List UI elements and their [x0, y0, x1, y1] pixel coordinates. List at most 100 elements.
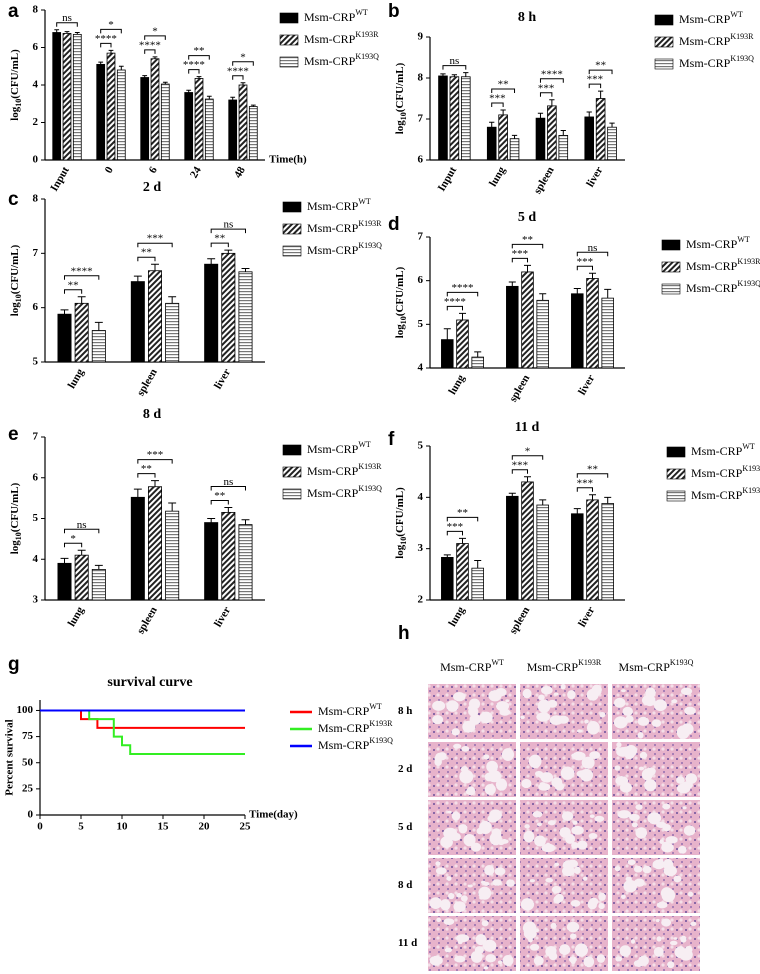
- x-tick-label: 24: [188, 164, 204, 180]
- significance-label: ****: [95, 33, 117, 45]
- alveolus: [537, 699, 551, 713]
- y-tick-label: 3: [33, 594, 39, 606]
- legend-label-sup: K193Q: [358, 241, 382, 250]
- significance-bracket: [210, 485, 246, 491]
- legend-swatch: [279, 34, 299, 46]
- significance-bracket: [446, 516, 479, 522]
- y-label-part: log: [394, 544, 406, 559]
- legend-label-main: Msm-CRP: [691, 466, 743, 480]
- bar: [460, 76, 471, 161]
- x-tick-label: liver: [212, 367, 233, 392]
- legend-label: Msm-CRPWT: [686, 235, 750, 250]
- significance-label: ***: [538, 82, 555, 94]
- legend-label-sup: WT: [742, 442, 755, 451]
- alveolus: [467, 884, 473, 888]
- significance-label: **: [68, 279, 79, 291]
- alveolus: [655, 918, 660, 923]
- panel-letter: h: [398, 623, 410, 644]
- legend-label-main: Msm-CRP: [679, 56, 731, 70]
- error-bar: [586, 111, 592, 117]
- legend-label-main: Msm-CRP: [686, 237, 738, 251]
- error-bar: [152, 56, 158, 59]
- y-label-sub: 10: [14, 532, 23, 540]
- y-label-part: log: [9, 302, 21, 317]
- alveolus: [676, 783, 691, 794]
- significance-label: ****: [452, 282, 474, 294]
- chart-title: 8 h: [518, 10, 537, 25]
- y-tick-label: 50: [22, 756, 34, 768]
- alveolus: [495, 778, 508, 791]
- legend-label: Msm-CRPK193R: [307, 462, 382, 477]
- legend-label-main: Msm-CRP: [691, 488, 743, 502]
- alveolus: [460, 766, 469, 773]
- legend-label-main: Msm-CRP: [304, 10, 356, 24]
- legend-label-sup: K193R: [742, 464, 760, 473]
- alveolus: [481, 920, 489, 927]
- chart-title: survival curve: [107, 675, 192, 690]
- error-bar: [560, 129, 566, 136]
- alveolus: [440, 899, 451, 911]
- error-bar: [463, 72, 469, 77]
- x-tick-label: lung: [487, 164, 508, 188]
- legend-label: Msm-CRPK193Q: [679, 54, 754, 69]
- alveolus: [638, 955, 649, 966]
- legend-swatch: [666, 468, 686, 480]
- error-bar: [604, 288, 612, 299]
- alveolus: [524, 824, 530, 829]
- significance-bracket: [446, 530, 463, 536]
- bar: [509, 138, 520, 161]
- legend-label-sup: K193R: [358, 462, 382, 471]
- chart-title: 2 d: [143, 180, 162, 195]
- significance-bracket: [576, 473, 609, 478]
- alveolus: [541, 843, 556, 853]
- error-bar: [508, 281, 516, 287]
- x-tick-label: spleen: [532, 165, 557, 196]
- error-bar: [133, 275, 142, 282]
- legend-label: Msm-CRPK193R: [691, 464, 760, 479]
- alveolus: [613, 716, 628, 729]
- error-bar: [443, 554, 451, 558]
- column-header-sup: WT: [491, 658, 504, 667]
- error-bar: [151, 263, 159, 271]
- column-header: Msm-CRPK193Q: [619, 658, 694, 673]
- significance-label: ***: [587, 74, 604, 86]
- alveolus: [478, 886, 492, 900]
- x-tick-label: lung: [66, 604, 87, 628]
- significance-label: ***: [577, 256, 594, 268]
- bar: [221, 252, 236, 363]
- alveolus: [553, 692, 559, 696]
- alveolus: [506, 879, 515, 887]
- legend-label-sup: WT: [358, 440, 371, 449]
- alveolus: [571, 841, 579, 849]
- significance-bracket: [588, 69, 613, 75]
- legend-label-sup: K193R: [358, 219, 382, 228]
- alveolus: [538, 783, 551, 791]
- alveolus: [599, 711, 606, 718]
- alveolus: [621, 746, 631, 753]
- legend-swatch: [654, 14, 674, 26]
- error-bar: [64, 31, 70, 34]
- y-tick-label: 4: [33, 553, 39, 565]
- histology-image: [428, 800, 516, 855]
- row-label: 5 d: [398, 821, 412, 833]
- significance-label: **: [214, 490, 225, 502]
- y-tick-label: 5: [418, 440, 424, 452]
- alveolus: [685, 773, 698, 784]
- significance-bracket: [442, 65, 467, 70]
- alveolus: [583, 956, 595, 968]
- alveolus: [435, 861, 441, 866]
- bar: [486, 126, 497, 161]
- error-bar: [573, 288, 581, 294]
- alveolus: [637, 732, 644, 739]
- x-tick-label: Input: [436, 164, 460, 193]
- alveolus: [528, 937, 533, 943]
- x-tick-label: 5: [78, 821, 84, 833]
- alveolus: [568, 956, 577, 963]
- alveolus: [684, 706, 696, 715]
- significance-bracket: [588, 83, 602, 89]
- alveolus: [450, 701, 459, 709]
- alveolus: [642, 865, 652, 874]
- significance-bracket: [137, 473, 156, 478]
- significance-bracket: [576, 251, 609, 257]
- significance-bracket: [210, 228, 246, 234]
